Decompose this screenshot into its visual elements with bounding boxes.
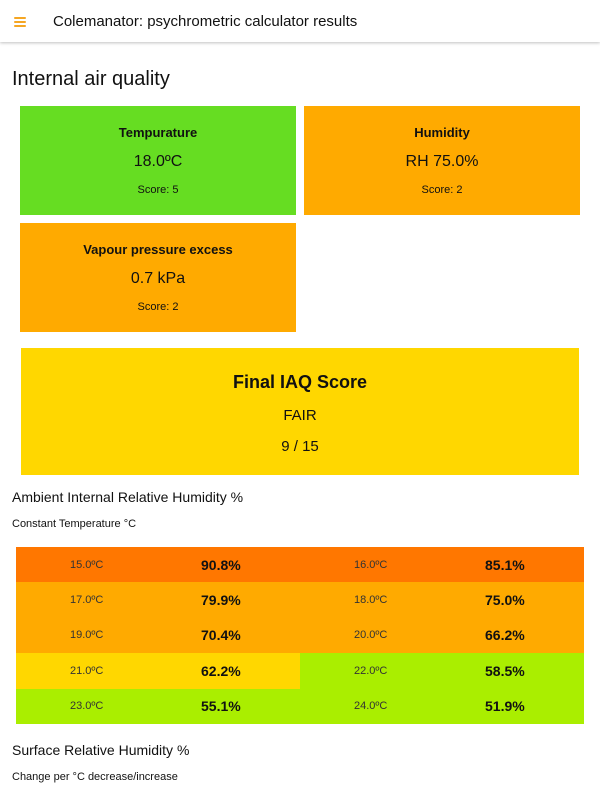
- rh-cell: 20.0ºC 66.2%: [300, 617, 584, 654]
- table-row: 21.0ºC 62.2% 22.0ºC 58.5%: [16, 653, 584, 689]
- card-title: Tempurature: [118, 125, 198, 140]
- app-title: Colemanator: psychrometric calculator re…: [53, 12, 358, 30]
- rh-cell: 17.0ºC 79.9%: [16, 582, 300, 618]
- hamburger-menu-icon: [14, 16, 26, 27]
- menu-button[interactable]: [0, 0, 40, 42]
- rh-cell-temperature: 15.0ºC: [70, 558, 104, 571]
- rh-cell-temperature: 20.0ºC: [354, 629, 388, 642]
- rh-cell-temperature: 21.0ºC: [70, 664, 104, 677]
- table-row: 17.0ºC 79.9% 18.0ºC 75.0%: [16, 582, 584, 618]
- table-row: 19.0ºC 70.4% 20.0ºC 66.2%: [16, 617, 584, 654]
- rh-cell-humidity: 90.8%: [201, 556, 241, 573]
- ambient-rh-subheading: Constant Temperature °C: [12, 518, 137, 530]
- ambient-rh-heading: Ambient Internal Relative Humidity %: [12, 489, 244, 505]
- card-value: 18.0ºC: [133, 153, 183, 170]
- final-score-title: Final IAQ Score: [232, 372, 368, 392]
- rh-cell-humidity: 58.5%: [485, 662, 525, 679]
- surface-rh-heading: Surface Relative Humidity %: [12, 742, 190, 758]
- final-iaq-score-card: Final IAQ Score FAIR 9 / 15: [21, 348, 579, 475]
- card-value: RH 75.0%: [405, 153, 479, 170]
- rh-cell-temperature: 18.0ºC: [354, 594, 388, 607]
- final-score-rating: FAIR: [283, 407, 317, 424]
- rh-cell: 16.0ºC 85.1%: [300, 547, 584, 583]
- rh-cell: 19.0ºC 70.4%: [16, 617, 300, 654]
- card-score: Score: 2: [421, 184, 463, 196]
- rh-cell-humidity: 66.2%: [485, 627, 525, 644]
- rh-cell: 22.0ºC 58.5%: [300, 653, 584, 689]
- rh-cell: 21.0ºC 62.2%: [16, 653, 300, 689]
- rh-cell-temperature: 16.0ºC: [354, 558, 388, 571]
- table-row: 23.0ºC 55.1% 24.0ºC 51.9%: [16, 688, 584, 724]
- rh-cell-humidity: 75.0%: [485, 592, 525, 609]
- rh-cell-temperature: 22.0ºC: [354, 664, 388, 677]
- card-title: Humidity: [414, 125, 470, 140]
- ambient-rh-table: 15.0ºC 90.8% 16.0ºC 85.1% 17.0ºC 79.9% 1…: [16, 547, 584, 724]
- rh-cell-humidity: 51.9%: [485, 698, 525, 715]
- rh-cell-humidity: 62.2%: [201, 662, 241, 679]
- rh-cell: 15.0ºC 90.8%: [16, 547, 300, 583]
- rh-cell-humidity: 55.1%: [201, 698, 241, 715]
- vapour-pressure-card: Vapour pressure excess 0.7 kPa Score: 2: [20, 223, 296, 332]
- rh-cell-temperature: 23.0ºC: [70, 700, 104, 713]
- card-score: Score: 5: [137, 184, 179, 196]
- card-value: 0.7 kPa: [130, 270, 186, 287]
- app-bar: Colemanator: psychrometric calculator re…: [0, 0, 600, 42]
- temperature-card: Tempurature 18.0ºC Score: 5: [20, 106, 296, 215]
- rh-cell-temperature: 17.0ºC: [70, 594, 104, 607]
- section-title-iaq: Internal air quality: [12, 68, 170, 90]
- rh-cell-humidity: 70.4%: [201, 627, 241, 644]
- rh-cell-humidity: 79.9%: [201, 592, 241, 609]
- final-score-ratio: 9 / 15: [281, 438, 319, 455]
- card-title: Vapour pressure excess: [83, 242, 233, 257]
- card-score: Score: 2: [137, 301, 179, 313]
- rh-cell: 23.0ºC 55.1%: [16, 688, 300, 724]
- rh-cell-humidity: 85.1%: [485, 556, 525, 573]
- rh-cell: 24.0ºC 51.9%: [300, 688, 584, 724]
- table-row: 15.0ºC 90.8% 16.0ºC 85.1%: [16, 547, 584, 583]
- rh-cell-temperature: 24.0ºC: [354, 700, 388, 713]
- humidity-card: Humidity RH 75.0% Score: 2: [304, 106, 580, 215]
- rh-cell-temperature: 19.0ºC: [70, 629, 104, 642]
- surface-rh-subheading: Change per °C decrease/increase: [12, 771, 178, 783]
- rh-cell: 18.0ºC 75.0%: [300, 582, 584, 618]
